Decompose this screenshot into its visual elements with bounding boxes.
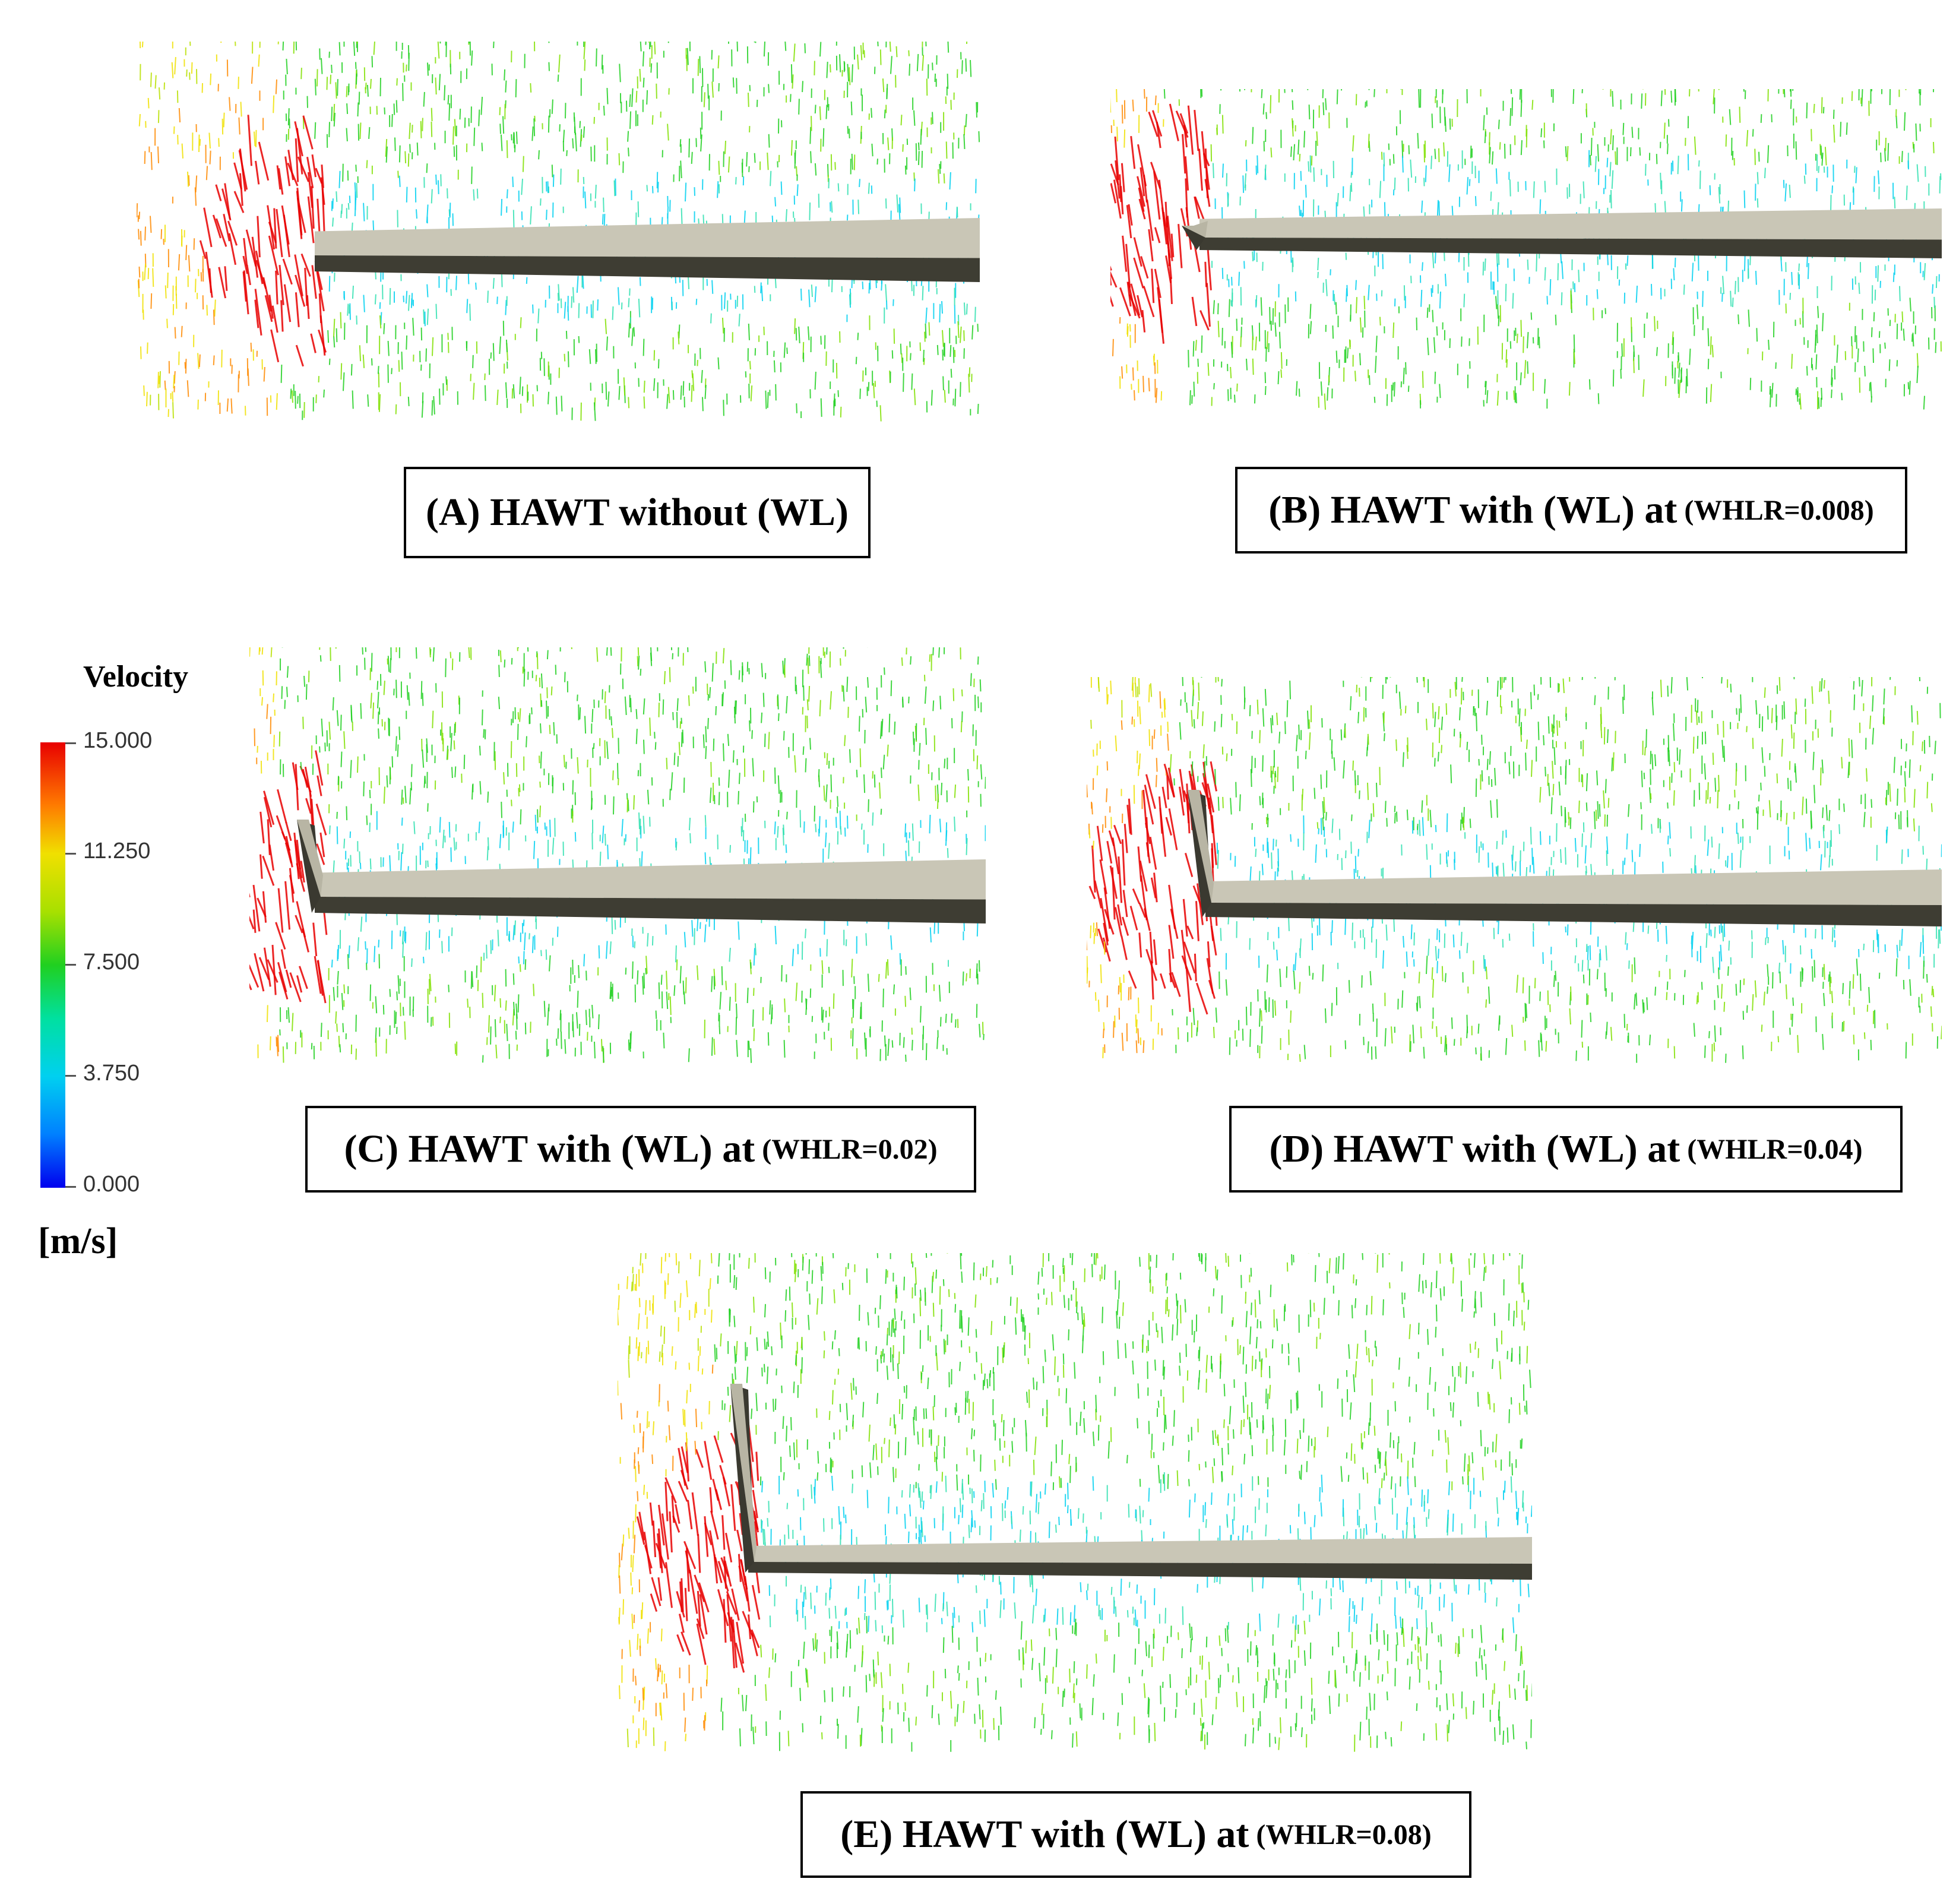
blade-shape	[1188, 790, 1942, 926]
legend-color-bar	[40, 742, 65, 1188]
caption-a-main: (A) HAWT without (WL)	[426, 491, 849, 534]
vector-field-a	[137, 42, 980, 422]
legend-unit: [m/s]	[38, 1221, 118, 1261]
blade-shape	[1182, 208, 1942, 258]
velocity-vectors	[1087, 677, 1942, 1063]
velocity-vector-plot-a	[137, 42, 980, 422]
legend-tickmark	[65, 853, 76, 855]
legend-tick-label: 11.250	[83, 839, 151, 864]
vector-field-b	[1110, 89, 1942, 410]
legend-tickmark	[65, 742, 76, 744]
vector-field-d	[1087, 677, 1942, 1063]
caption-c-main: (C) HAWT with (WL) at	[344, 1127, 755, 1171]
velocity-vectors	[249, 647, 986, 1063]
velocity-legend: Velocity 15.000 11.250 7.500 3.750 0.000…	[36, 659, 226, 1277]
legend-tickmark	[65, 1186, 76, 1188]
velocity-vectors	[618, 1253, 1532, 1752]
caption-b-sub: (WHLR=0.008)	[1684, 494, 1874, 526]
caption-e-main: (E) HAWT with (WL) at	[840, 1813, 1249, 1856]
caption-a: (A) HAWT without (WL)	[404, 467, 871, 558]
caption-d-main: (D) HAWT with (WL) at	[1269, 1127, 1680, 1171]
caption-e-sub: (WHLR=0.08)	[1256, 1818, 1432, 1851]
legend-tick-label: 0.000	[83, 1172, 140, 1197]
caption-c: (C) HAWT with (WL) at (WHLR=0.02)	[305, 1106, 976, 1193]
legend-tick-label: 15.000	[83, 728, 153, 753]
velocity-vector-plot-c	[249, 647, 986, 1063]
velocity-vector-plot-b	[1110, 89, 1942, 410]
velocity-vector-plot-d	[1087, 677, 1942, 1063]
blade-shape	[297, 820, 986, 923]
caption-b-main: (B) HAWT with (WL) at	[1268, 488, 1678, 532]
legend-title: Velocity	[83, 660, 189, 694]
blade-shape	[315, 218, 980, 282]
blade-shape	[730, 1384, 1532, 1580]
legend-tick-label: 3.750	[83, 1061, 140, 1086]
vector-field-c	[249, 647, 986, 1063]
caption-d-sub: (WHLR=0.04)	[1687, 1133, 1863, 1165]
legend-tick-label: 7.500	[83, 950, 140, 975]
legend-tickmark	[65, 1075, 76, 1077]
velocity-vector-plot-e	[618, 1253, 1532, 1752]
legend-tickmark	[65, 964, 76, 966]
caption-c-sub: (WHLR=0.02)	[762, 1133, 938, 1165]
caption-e: (E) HAWT with (WL) at (WHLR=0.08)	[800, 1791, 1471, 1878]
vector-field-e	[618, 1253, 1532, 1752]
velocity-vectors	[137, 42, 980, 422]
caption-b: (B) HAWT with (WL) at (WHLR=0.008)	[1235, 467, 1907, 554]
caption-d: (D) HAWT with (WL) at (WHLR=0.04)	[1229, 1106, 1903, 1193]
